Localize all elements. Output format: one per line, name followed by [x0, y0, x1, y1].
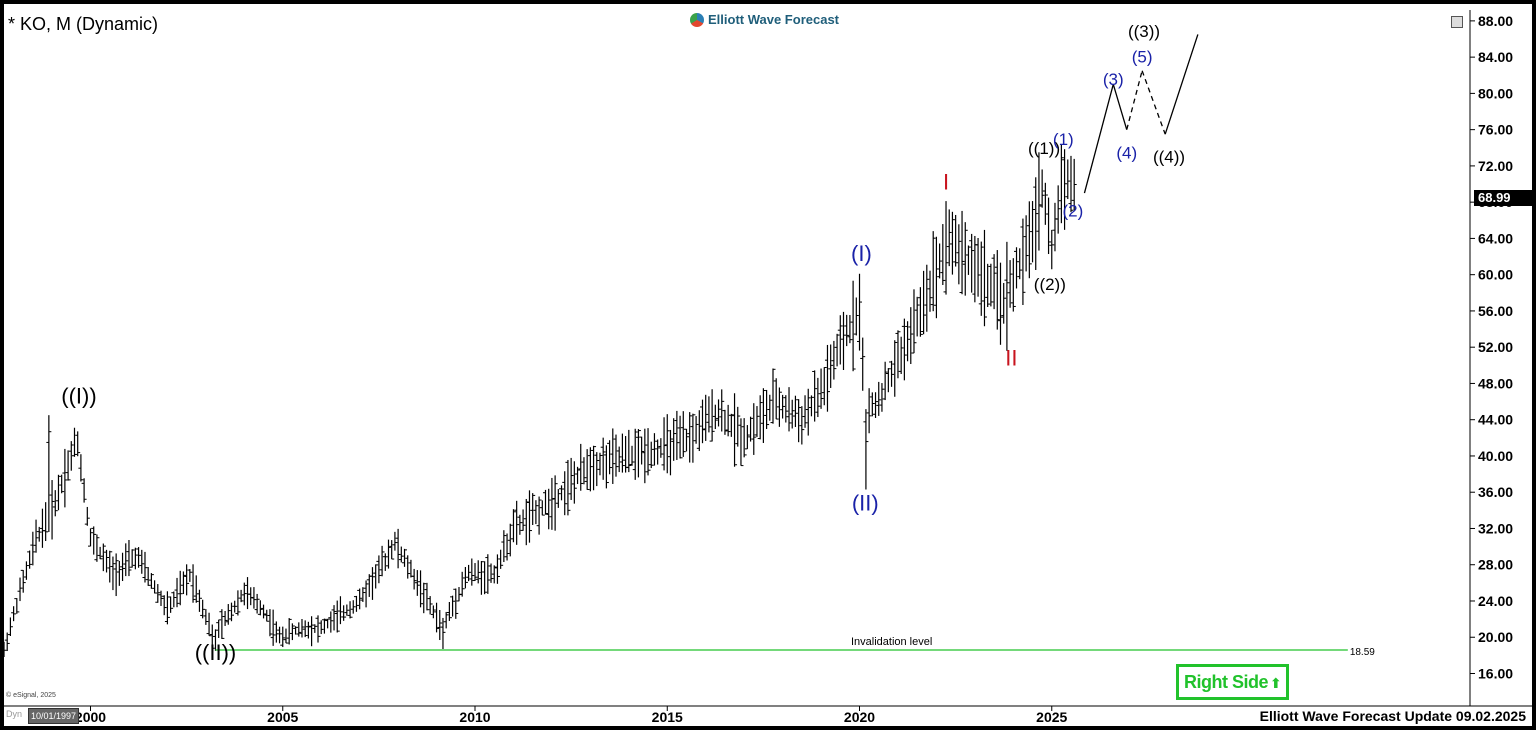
price-chart[interactable]: 16.00 20.00 24.00 28.00 32.00 36.00 40.00 44.00…	[4, 4, 1532, 726]
projection-segment	[1083, 84, 1114, 194]
y-tick-label: 48.00	[1478, 375, 1513, 391]
y-tick-label: 72.00	[1478, 158, 1513, 174]
symbol-title: * KO, M (Dynamic)	[8, 14, 159, 34]
wave-label: (3)	[1103, 70, 1124, 89]
projection-segment	[1164, 34, 1199, 135]
y-tick-label: 36.00	[1478, 484, 1513, 500]
x-tick-label: 2005	[267, 709, 298, 725]
y-tick-label: 76.00	[1478, 122, 1513, 138]
y-tick-label: 84.00	[1478, 49, 1513, 65]
cursor-date-box: 10/01/1997	[28, 708, 80, 724]
chart-settings-icon[interactable]	[1451, 16, 1463, 28]
wave-label: ((4))	[1153, 147, 1185, 166]
wave-label: I	[943, 169, 949, 194]
y-tick-label: 64.00	[1478, 230, 1513, 246]
y-tick-label: 32.00	[1478, 520, 1513, 536]
wave-label: ((1))	[1028, 139, 1060, 158]
y-tick-label: 44.00	[1478, 412, 1513, 428]
y-tick-label: 16.00	[1478, 665, 1513, 681]
projection-segment	[1141, 70, 1166, 135]
wave-label: (2)	[1063, 202, 1084, 221]
wave-label: (II)	[852, 490, 879, 515]
up-arrow-icon: ⬆	[1270, 675, 1282, 691]
projection-segment	[1126, 70, 1143, 130]
last-price-tag: 68.99	[1474, 190, 1532, 206]
invalidation-label: Invalidation level	[851, 636, 932, 648]
dyn-label: Dyn	[6, 709, 23, 719]
brand-name: Elliott Wave Forecast	[708, 12, 839, 27]
x-tick-label: 2015	[652, 709, 683, 725]
wave-label: (1)	[1053, 130, 1074, 149]
y-tick-label: 60.00	[1478, 267, 1513, 283]
update-footer: Elliott Wave Forecast Update 09.02.2025	[1259, 708, 1526, 724]
wave-label: ((3))	[1128, 22, 1160, 41]
y-tick-label: 40.00	[1478, 448, 1513, 464]
x-tick-label: 2025	[1036, 709, 1067, 725]
right-side-badge: Right Side ⬆	[1176, 664, 1290, 700]
chart-frame: 16.00 20.00 24.00 28.00 32.00 36.00 40.00 44.00…	[4, 4, 1532, 726]
wave-label: ((II))	[195, 640, 237, 665]
wave-label: (I)	[851, 241, 872, 266]
y-tick-label: 52.00	[1478, 339, 1513, 355]
wave-label: ((I))	[61, 383, 96, 408]
y-tick-label: 88.00	[1478, 13, 1513, 29]
x-tick-label: 2010	[459, 709, 490, 725]
y-tick-label: 20.00	[1478, 629, 1513, 645]
brand-logo-icon	[690, 12, 704, 27]
wave-label: ((2))	[1034, 275, 1066, 294]
y-tick-label: 24.00	[1478, 593, 1513, 609]
wave-label: (5)	[1132, 48, 1153, 67]
x-tick-label: 2000	[75, 709, 106, 725]
wave-label: (4)	[1116, 144, 1137, 163]
right-side-label: Right Side	[1184, 672, 1269, 692]
y-tick-label: 28.00	[1478, 557, 1513, 573]
x-tick-label: 2020	[844, 709, 875, 725]
brand-logo-block: Elliott Wave Forecast	[690, 12, 839, 27]
y-tick-label: 80.00	[1478, 85, 1513, 101]
projection-segment	[1112, 84, 1128, 130]
invalidation-value: 18.59	[1350, 647, 1375, 658]
y-tick-label: 56.00	[1478, 303, 1513, 319]
wave-label: II	[1005, 345, 1017, 370]
esignal-copyright: © eSignal, 2025	[6, 692, 56, 699]
